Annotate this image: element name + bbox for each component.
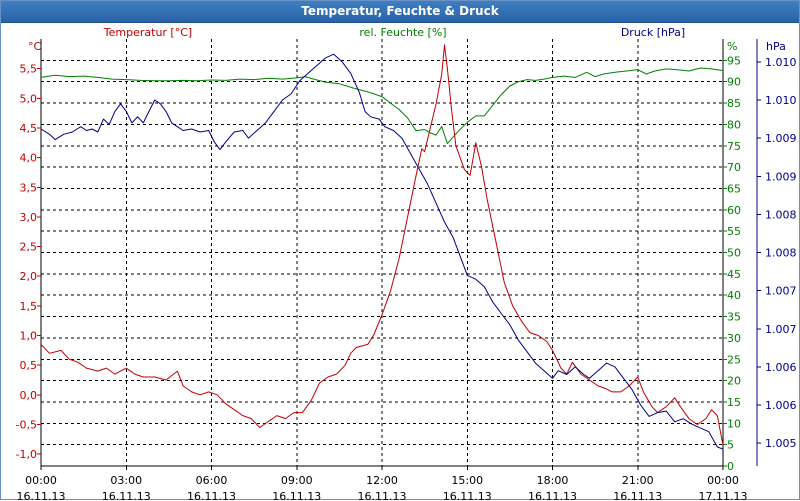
temperature-tick-label: 1,5 — [20, 300, 38, 313]
pressure-tick-label: 1.009 — [765, 170, 797, 183]
humidity-tick-label: 25 — [727, 353, 741, 366]
humidity-tick-label: 55 — [727, 225, 741, 238]
temperature-tick-label: 5,0 — [20, 92, 38, 105]
humidity-tick-label: 75 — [727, 140, 741, 153]
temperature-tick-label: 2,0 — [20, 270, 38, 283]
humidity-tick-label: 45 — [727, 268, 741, 281]
temperature-tick-label: 4,5 — [20, 122, 38, 135]
pressure-unit: hPa — [766, 40, 786, 53]
temperature-tick-label: 0,5 — [20, 359, 38, 372]
temperature-tick-label: 1,0 — [20, 330, 38, 343]
temperature-tick-label: 0,0 — [20, 389, 38, 402]
temperature-tick-label: 5,5 — [20, 63, 38, 76]
temperature-line — [40, 44, 724, 446]
humidity-tick-label: 0 — [727, 460, 734, 473]
x-tick-date: 16.11.13 — [613, 490, 662, 501]
temperature-tick-label: 2,5 — [20, 241, 38, 254]
pressure-tick-label: 1.010 — [765, 94, 797, 107]
pressure-tick-label: 1.006 — [765, 399, 797, 412]
humidity-tick-label: 80 — [727, 118, 741, 131]
pressure-tick-label: 1.010 — [765, 56, 797, 69]
x-tick-time: 21:00 — [622, 474, 654, 487]
humidity-tick-label: 30 — [727, 332, 741, 345]
x-tick-date: 16.11.13 — [17, 490, 66, 501]
humidity-tick-label: 90 — [727, 76, 741, 89]
x-tick-time: 15:00 — [451, 474, 483, 487]
humidity-tick-label: 65 — [727, 182, 741, 195]
x-tick-time: 09:00 — [281, 474, 313, 487]
axis-labels: 00:00 16.11.13 03:00 16.11.13 06:00 16.11.13 0… — [16, 26, 797, 501]
humidity-tick-label: 60 — [727, 204, 741, 217]
x-tick-time: 18:00 — [537, 474, 569, 487]
humidity-tick-label: 95 — [727, 54, 741, 67]
grid — [41, 39, 723, 466]
axes — [37, 39, 761, 470]
humidity-tick-label: 85 — [727, 97, 741, 110]
temperature-tick-label: 3,0 — [20, 211, 38, 224]
x-tick-date: 16.11.13 — [187, 490, 236, 501]
pressure-tick-label: 1.005 — [765, 437, 797, 450]
pressure-tick-label: 1.006 — [765, 361, 797, 374]
humidity-line — [40, 67, 724, 145]
x-tick-time: 12:00 — [366, 474, 398, 487]
temperature-legend: Temperatur [°C] — [103, 26, 192, 39]
x-tick-time: 00:00 — [707, 474, 739, 487]
x-tick-date: 16.11.13 — [272, 490, 321, 501]
pressure-tick-label: 1.007 — [765, 323, 797, 336]
pressure-tick-label: 1.008 — [765, 247, 797, 260]
humidity-tick-label: 20 — [727, 375, 741, 388]
temperature-tick-label: 4,0 — [20, 152, 38, 165]
x-tick-date: 16.11.13 — [443, 490, 492, 501]
humidity-legend: rel. Feuchte [%] — [359, 26, 446, 39]
pressure-line — [40, 53, 724, 450]
x-tick-date: 16.11.13 — [358, 490, 407, 501]
temperature-tick-label: -0,5 — [16, 418, 37, 431]
temperature-unit: °C — [28, 40, 42, 53]
humidity-tick-label: 5 — [727, 439, 734, 452]
humidity-tick-label: 70 — [727, 161, 741, 174]
temperature-tick-label: 3,5 — [20, 181, 38, 194]
x-tick-date: 16.11.13 — [528, 490, 577, 501]
x-tick-date: 17.11.13 — [699, 490, 748, 501]
window-title: Temperatur, Feuchte & Druck — [301, 4, 499, 18]
title-bar: Temperatur, Feuchte & Druck — [1, 1, 799, 23]
pressure-tick-label: 1.008 — [765, 208, 797, 221]
humidity-tick-label: 50 — [727, 247, 741, 260]
humidity-tick-label: 40 — [727, 289, 741, 302]
pressure-tick-label: 1.009 — [765, 132, 797, 145]
chart: 00:00 16.11.13 03:00 16.11.13 06:00 16.11.13 0… — [16, 26, 797, 501]
temperature-tick-label: -1,0 — [16, 448, 37, 461]
humidity-tick-label: 35 — [727, 311, 741, 324]
x-tick-time: 03:00 — [110, 474, 142, 487]
x-tick-time: 00:00 — [25, 474, 57, 487]
humidity-tick-label: 10 — [727, 417, 741, 430]
x-tick-date: 16.11.13 — [102, 490, 151, 501]
series-group — [40, 44, 724, 450]
humidity-unit: % — [727, 40, 737, 53]
humidity-tick-label: 15 — [727, 396, 741, 409]
pressure-legend: Druck [hPa] — [621, 26, 685, 39]
pressure-tick-label: 1.007 — [765, 285, 797, 298]
x-tick-time: 06:00 — [196, 474, 228, 487]
